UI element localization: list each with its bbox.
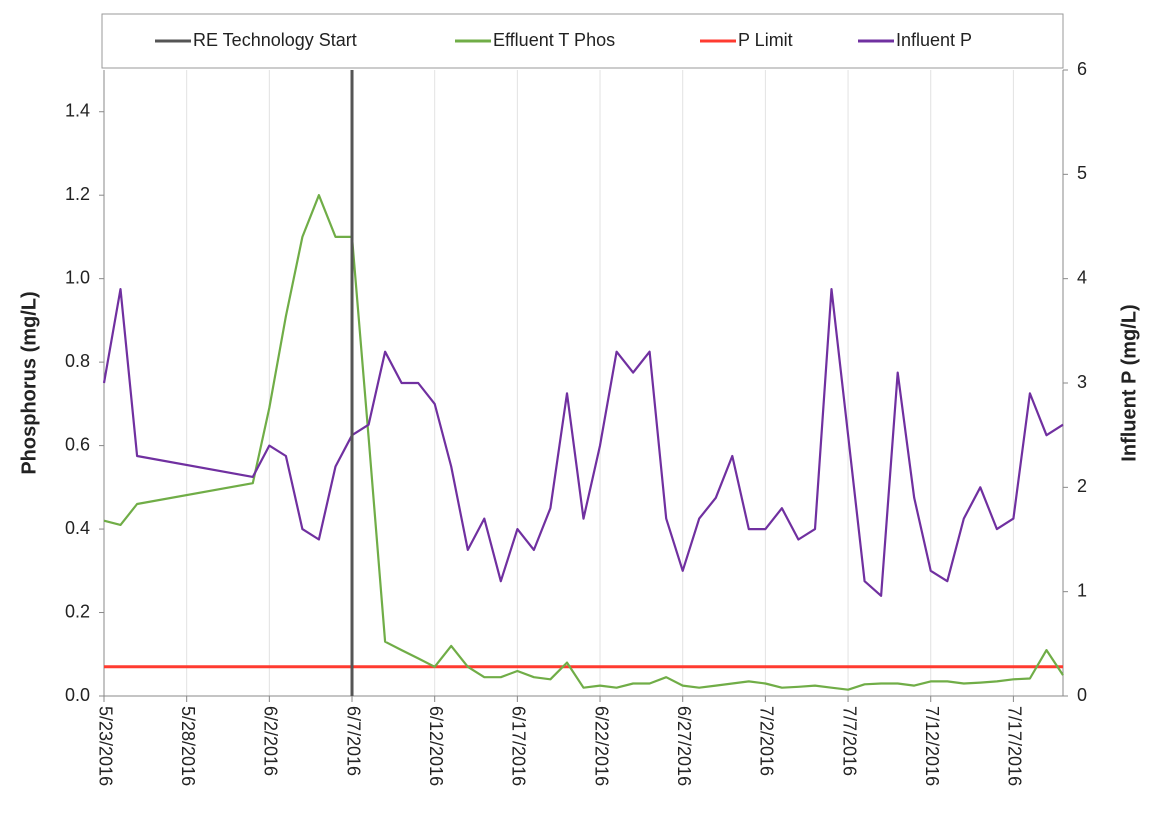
y-tick-label: 0.6 (65, 434, 90, 454)
y-tick-label: 0.8 (65, 351, 90, 371)
y2-axis-title: Influent P (mg/L) (1118, 304, 1140, 461)
x-tick-label: 7/12/2016 (922, 706, 942, 786)
y-tick-label: 0.4 (65, 518, 90, 538)
x-tick-label: 6/12/2016 (426, 706, 446, 786)
y-tick-label: 0.0 (65, 685, 90, 705)
y2-tick-label: 0 (1077, 685, 1087, 705)
y2-tick-label: 5 (1077, 163, 1087, 183)
x-tick-label: 5/28/2016 (178, 706, 198, 786)
y2-tick-label: 1 (1077, 580, 1087, 600)
x-tick-label: 7/7/2016 (839, 706, 859, 776)
y-tick-label: 1.4 (65, 100, 90, 120)
y2-tick-label: 4 (1077, 267, 1087, 287)
x-tick-label: 6/22/2016 (591, 706, 611, 786)
legend-box (101, 13, 1064, 69)
x-tick-label: 5/23/2016 (95, 706, 115, 786)
y-axis-title: Phosphorus (mg/L) (18, 291, 40, 474)
x-tick-label: 7/17/2016 (1005, 706, 1025, 786)
x-tick-label: 6/17/2016 (509, 706, 529, 786)
x-tick-label: 7/2/2016 (757, 706, 777, 776)
x-tick-label: 6/2/2016 (261, 706, 281, 776)
y2-tick-label: 3 (1077, 372, 1087, 392)
x-tick-label: 6/7/2016 (343, 706, 363, 776)
series-line (103, 194, 1064, 691)
legend-label: P Limit (738, 30, 793, 50)
series-line (102, 288, 1064, 597)
y-tick-label: 1.2 (65, 184, 90, 204)
y-tick-label: 1.0 (65, 267, 90, 287)
x-tick-label: 6/27/2016 (674, 706, 694, 786)
y-tick-label: 0.2 (65, 601, 90, 621)
y2-tick-label: 6 (1077, 59, 1087, 79)
y2-tick-label: 2 (1077, 476, 1087, 496)
legend-label: Effluent T Phos (493, 30, 615, 50)
legend-label: Influent P (896, 30, 972, 50)
legend-label: RE Technology Start (193, 30, 357, 50)
